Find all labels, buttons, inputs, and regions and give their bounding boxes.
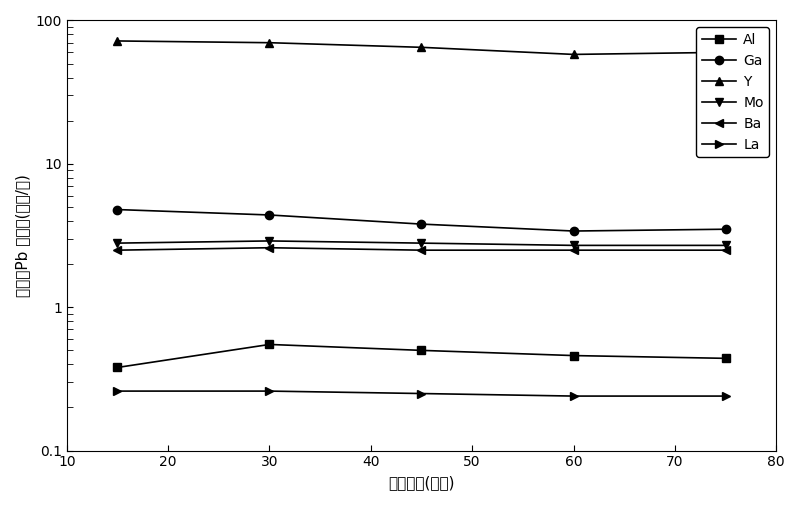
Line: Ba: Ba xyxy=(114,243,730,255)
Mo xyxy=(721,242,730,248)
Line: Mo: Mo xyxy=(114,237,730,249)
Ga xyxy=(569,228,578,234)
Ba xyxy=(417,247,426,253)
La xyxy=(569,393,578,399)
Ga xyxy=(113,207,122,213)
Mo xyxy=(113,240,122,246)
Ga xyxy=(417,221,426,227)
Mo xyxy=(265,238,274,244)
Mo xyxy=(569,242,578,248)
Y xyxy=(265,40,274,46)
Line: Al: Al xyxy=(114,340,730,372)
Line: Ga: Ga xyxy=(114,206,730,235)
Ba xyxy=(569,247,578,253)
Line: La: La xyxy=(114,387,730,400)
Ga xyxy=(265,212,274,218)
Ba xyxy=(113,247,122,253)
X-axis label: 放电时间(分钟): 放电时间(分钟) xyxy=(388,475,454,490)
Mo xyxy=(417,240,426,246)
La xyxy=(113,388,122,394)
Line: Y: Y xyxy=(114,37,730,59)
La xyxy=(265,388,274,394)
Al xyxy=(569,352,578,359)
Al xyxy=(113,365,122,371)
Al xyxy=(265,341,274,347)
Al xyxy=(417,347,426,354)
Ba xyxy=(265,245,274,251)
Y xyxy=(721,49,730,56)
Y xyxy=(113,38,122,44)
Ga xyxy=(721,226,730,232)
Al xyxy=(721,356,730,362)
La xyxy=(721,393,730,399)
Ba xyxy=(721,247,730,253)
Y xyxy=(569,52,578,58)
Y xyxy=(417,44,426,50)
Y-axis label: 相对于Pb 的浓度(微克/克): 相对于Pb 的浓度(微克/克) xyxy=(15,174,30,297)
Legend: Al, Ga, Y, Mo, Ba, La: Al, Ga, Y, Mo, Ba, La xyxy=(696,27,770,157)
La xyxy=(417,390,426,396)
